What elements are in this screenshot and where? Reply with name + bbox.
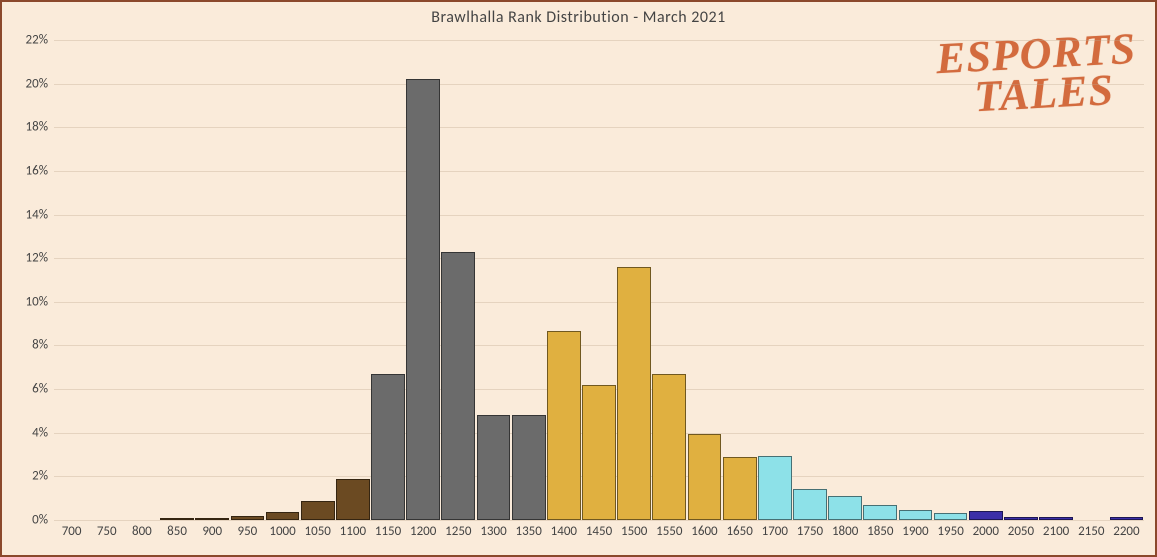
x-tick-label: 1650 — [726, 520, 752, 539]
x-tick-label: 1900 — [902, 520, 928, 539]
x-tick-label: 1200 — [410, 520, 436, 539]
bar — [266, 512, 300, 520]
chart-frame: Brawlhalla Rank Distribution - March 202… — [0, 0, 1157, 557]
bar — [512, 415, 546, 520]
y-tick-label: 2% — [16, 469, 48, 484]
x-tick-label: 750 — [97, 520, 117, 539]
y-tick-label: 16% — [16, 163, 48, 178]
bar — [863, 505, 897, 520]
x-tick-label: 2000 — [973, 520, 999, 539]
bar — [758, 456, 792, 520]
y-tick-label: 8% — [16, 338, 48, 353]
x-tick-label: 1300 — [480, 520, 506, 539]
y-tick-label: 18% — [16, 120, 48, 135]
y-tick-label: 14% — [16, 207, 48, 222]
x-tick-label: 1950 — [937, 520, 963, 539]
bar — [688, 434, 722, 520]
y-tick-label: 12% — [16, 251, 48, 266]
x-tick-label: 700 — [62, 520, 82, 539]
x-tick-label: 1250 — [445, 520, 471, 539]
bar — [582, 385, 616, 520]
x-tick-label: 850 — [167, 520, 187, 539]
x-tick-label: 1350 — [515, 520, 541, 539]
y-tick-label: 20% — [16, 76, 48, 91]
bar — [793, 489, 827, 520]
x-tick-label: 1000 — [269, 520, 295, 539]
bar — [723, 457, 757, 520]
plot-area: 0%2%4%6%8%10%12%14%16%18%20%22% 70075080… — [54, 40, 1144, 520]
x-tick-label: 950 — [237, 520, 257, 539]
bar — [477, 415, 511, 520]
x-tick-label: 1100 — [340, 520, 366, 539]
bar — [828, 496, 862, 520]
bar — [371, 374, 405, 520]
bar — [336, 479, 370, 520]
x-tick-label: 2050 — [1008, 520, 1034, 539]
chart-title: Brawlhalla Rank Distribution - March 202… — [2, 8, 1155, 27]
x-tick-label: 1400 — [551, 520, 577, 539]
y-tick-label: 22% — [16, 33, 48, 48]
x-tick-label: 1500 — [621, 520, 647, 539]
x-tick-label: 1750 — [797, 520, 823, 539]
y-tick-label: 0% — [16, 513, 48, 528]
x-tick-label: 1050 — [305, 520, 331, 539]
x-tick-label: 1850 — [867, 520, 893, 539]
x-tick-label: 2200 — [1113, 520, 1139, 539]
x-tick-label: 1700 — [762, 520, 788, 539]
bar — [441, 252, 475, 520]
x-tick-label: 1450 — [586, 520, 612, 539]
bars-container: 7007508008509009501000105011001150120012… — [54, 40, 1144, 520]
x-tick-label: 2150 — [1078, 520, 1104, 539]
bar — [301, 501, 335, 520]
bar — [547, 331, 581, 520]
x-tick-label: 1600 — [691, 520, 717, 539]
x-tick-label: 2100 — [1043, 520, 1069, 539]
x-tick-label: 1800 — [832, 520, 858, 539]
x-tick-label: 900 — [202, 520, 222, 539]
bar — [969, 511, 1003, 520]
bar — [899, 510, 933, 520]
x-tick-label: 800 — [132, 520, 152, 539]
bar — [652, 374, 686, 520]
y-tick-label: 10% — [16, 294, 48, 309]
x-tick-label: 1550 — [656, 520, 682, 539]
y-tick-label: 4% — [16, 425, 48, 440]
y-tick-label: 6% — [16, 382, 48, 397]
bar — [406, 79, 440, 520]
x-tick-label: 1150 — [375, 520, 401, 539]
bar — [617, 267, 651, 520]
